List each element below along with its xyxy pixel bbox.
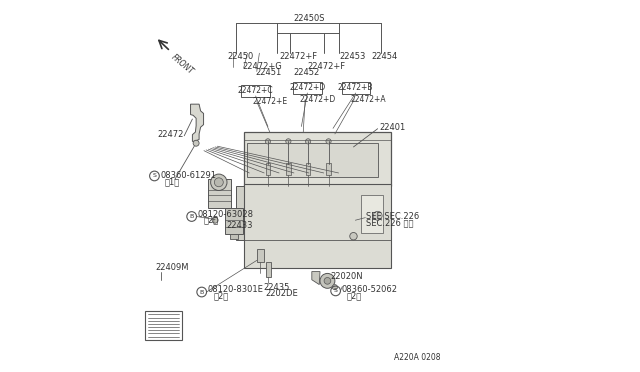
Text: （2）: （2） [204,216,219,225]
Circle shape [332,285,337,290]
Text: 22450S: 22450S [293,14,324,23]
FancyBboxPatch shape [293,82,322,94]
Polygon shape [312,272,320,285]
Text: 08360-61291: 08360-61291 [161,171,217,180]
Text: 22472+B: 22472+B [338,83,374,92]
Text: 22409M: 22409M [156,263,189,272]
Circle shape [305,139,310,144]
Text: 22472+F: 22472+F [279,52,317,61]
Circle shape [324,278,331,284]
Polygon shape [191,104,204,141]
Bar [244,184,390,268]
Text: 22020N: 22020N [330,272,363,281]
Text: 22401: 22401 [380,123,406,132]
Circle shape [320,273,335,288]
Text: S: S [333,288,337,294]
Text: A220A 0208: A220A 0208 [394,353,441,362]
Text: 22472: 22472 [157,130,184,139]
Circle shape [349,232,357,240]
Text: SEE SEC.226: SEE SEC.226 [367,212,420,221]
Text: 08360-52062: 08360-52062 [342,285,397,294]
Bar [244,132,390,186]
Bar [266,163,270,175]
Text: 22472+G: 22472+G [243,62,282,71]
Circle shape [193,140,199,146]
Text: 22472+D: 22472+D [289,83,326,92]
Text: 22472+C: 22472+C [238,86,273,95]
Text: 22435: 22435 [264,283,290,292]
Bar [326,163,331,175]
Text: 2202DE: 2202DE [266,289,298,298]
FancyBboxPatch shape [342,82,370,94]
Text: （2）: （2） [214,291,229,300]
Circle shape [212,217,218,223]
Circle shape [373,211,382,220]
Text: 22472+A: 22472+A [351,95,386,104]
Circle shape [211,174,227,190]
Text: S: S [152,173,156,179]
Bar [225,208,243,234]
FancyBboxPatch shape [241,85,270,97]
Text: 22451: 22451 [255,68,282,77]
Polygon shape [236,186,244,240]
Text: 08120-63028: 08120-63028 [198,210,254,219]
Text: 22472+E: 22472+E [252,97,287,106]
Text: 08120-8301E: 08120-8301E [207,285,264,294]
Bar [209,179,231,208]
Bar [266,262,271,277]
Text: （1）: （1） [165,178,180,187]
Circle shape [326,139,331,144]
Text: B: B [200,289,204,295]
Bar [145,311,182,340]
Text: FRONT: FRONT [170,53,195,76]
Text: （2）: （2） [347,291,362,300]
Bar [286,163,291,175]
Text: 22450: 22450 [228,52,254,61]
Circle shape [286,139,291,144]
Text: 22452: 22452 [293,68,319,77]
Bar [230,234,238,239]
Text: 22472+D: 22472+D [299,95,335,104]
Bar [257,249,264,262]
Circle shape [214,178,223,187]
Bar [361,195,383,232]
Text: SEC.226 参照: SEC.226 参照 [367,219,414,228]
Circle shape [266,139,271,144]
Bar [248,143,378,177]
Bar [306,163,310,175]
Text: 22472+F: 22472+F [307,62,345,71]
Text: 22454: 22454 [371,52,397,61]
Text: 22433: 22433 [227,221,253,230]
Text: 22453: 22453 [340,52,366,61]
Text: B: B [189,214,194,219]
